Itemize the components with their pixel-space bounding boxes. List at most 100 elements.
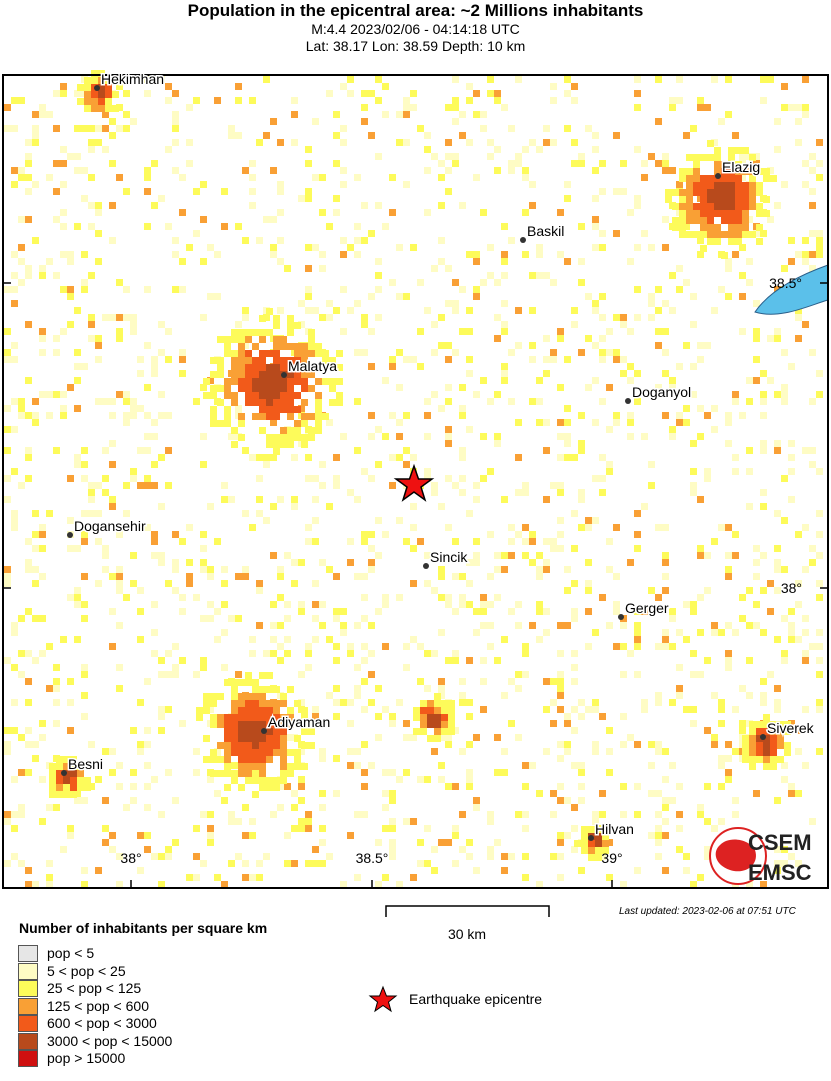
population-cell: [280, 399, 287, 406]
population-cell: [81, 664, 88, 671]
population-cell: [592, 223, 599, 230]
population-cell: [245, 378, 252, 385]
population-cell: [592, 517, 599, 524]
population-cell: [214, 608, 221, 615]
population-cell: [238, 742, 245, 749]
population-cell: [725, 552, 732, 559]
population-cell: [109, 237, 116, 244]
population-cell: [74, 377, 81, 384]
population-cell: [714, 231, 721, 238]
population-cell: [158, 349, 165, 356]
population-cell: [109, 846, 116, 853]
population-cell: [74, 461, 81, 468]
population-cell: [711, 734, 718, 741]
population-cell: [613, 349, 620, 356]
population-cell: [679, 203, 686, 210]
population-cell: [74, 594, 81, 601]
population-cell: [333, 790, 340, 797]
population-cell: [116, 83, 123, 90]
population-cell: [263, 132, 270, 139]
population-cell: [725, 664, 732, 671]
population-cell: [655, 594, 662, 601]
population-cell: [165, 97, 172, 104]
population-cell: [721, 196, 728, 203]
population-cell: [361, 90, 368, 97]
population-cell: [742, 147, 749, 154]
population-cell: [273, 350, 280, 357]
population-cell: [599, 349, 606, 356]
population-cell: [424, 468, 431, 475]
population-cell: [25, 741, 32, 748]
population-cell: [445, 839, 452, 846]
population-cell: [259, 672, 266, 679]
population-cell: [284, 265, 291, 272]
population-cell: [676, 846, 683, 853]
population-cell: [749, 154, 756, 161]
population-cell: [595, 826, 602, 833]
population-cell: [266, 707, 273, 714]
population-cell: [256, 874, 263, 881]
population-cell: [361, 573, 368, 580]
population-cell: [571, 580, 578, 587]
population-cell: [487, 811, 494, 818]
population-cell: [466, 370, 473, 377]
population-cell: [98, 84, 105, 91]
population-cell: [105, 91, 112, 98]
population-cell: [53, 125, 60, 132]
population-cell: [606, 769, 613, 776]
population-cell: [487, 244, 494, 251]
population-cell: [375, 517, 382, 524]
population-cell: [186, 524, 193, 531]
population-cell: [88, 202, 95, 209]
population-cell: [252, 791, 259, 798]
population-cell: [207, 244, 214, 251]
population-cell: [588, 840, 595, 847]
population-cell: [424, 146, 431, 153]
population-cell: [700, 210, 707, 217]
population-cell: [742, 182, 749, 189]
population-cell: [221, 664, 228, 671]
population-cell: [18, 734, 25, 741]
population-cell: [417, 279, 424, 286]
population-cell: [67, 384, 74, 391]
population-cell: [375, 258, 382, 265]
population-cell: [543, 335, 550, 342]
population-cell: [308, 385, 315, 392]
population-cell: [375, 76, 382, 83]
population-cell: [60, 846, 67, 853]
population-cell: [725, 769, 732, 776]
population-cell: [445, 265, 452, 272]
population-cell: [592, 377, 599, 384]
population-cell: [252, 392, 259, 399]
population-cell: [196, 714, 203, 721]
population-cell: [515, 307, 522, 314]
population-cell: [256, 510, 263, 517]
population-cell: [273, 441, 280, 448]
population-cell: [704, 104, 711, 111]
population-cell: [84, 98, 91, 105]
population-cell: [763, 735, 770, 742]
population-cell: [151, 552, 158, 559]
legend-label: pop < 5: [47, 945, 95, 961]
population-cell: [25, 559, 32, 566]
population-cell: [389, 825, 396, 832]
population-cell: [592, 146, 599, 153]
population-cell: [816, 510, 823, 517]
population-cell: [287, 427, 294, 434]
population-cell: [508, 167, 515, 174]
population-cell: [186, 104, 193, 111]
population-cell: [753, 230, 760, 237]
population-cell: [557, 706, 564, 713]
population-cell: [627, 377, 634, 384]
population-cell: [550, 545, 557, 552]
population-cell: [315, 392, 322, 399]
population-cell: [382, 531, 389, 538]
population-cell: [683, 419, 690, 426]
population-cell: [238, 735, 245, 742]
population-cell: [266, 784, 273, 791]
population-cell: [172, 587, 179, 594]
population-cell: [77, 98, 84, 105]
population-cell: [781, 349, 788, 356]
population-cell: [210, 721, 217, 728]
population-cell: [294, 756, 301, 763]
